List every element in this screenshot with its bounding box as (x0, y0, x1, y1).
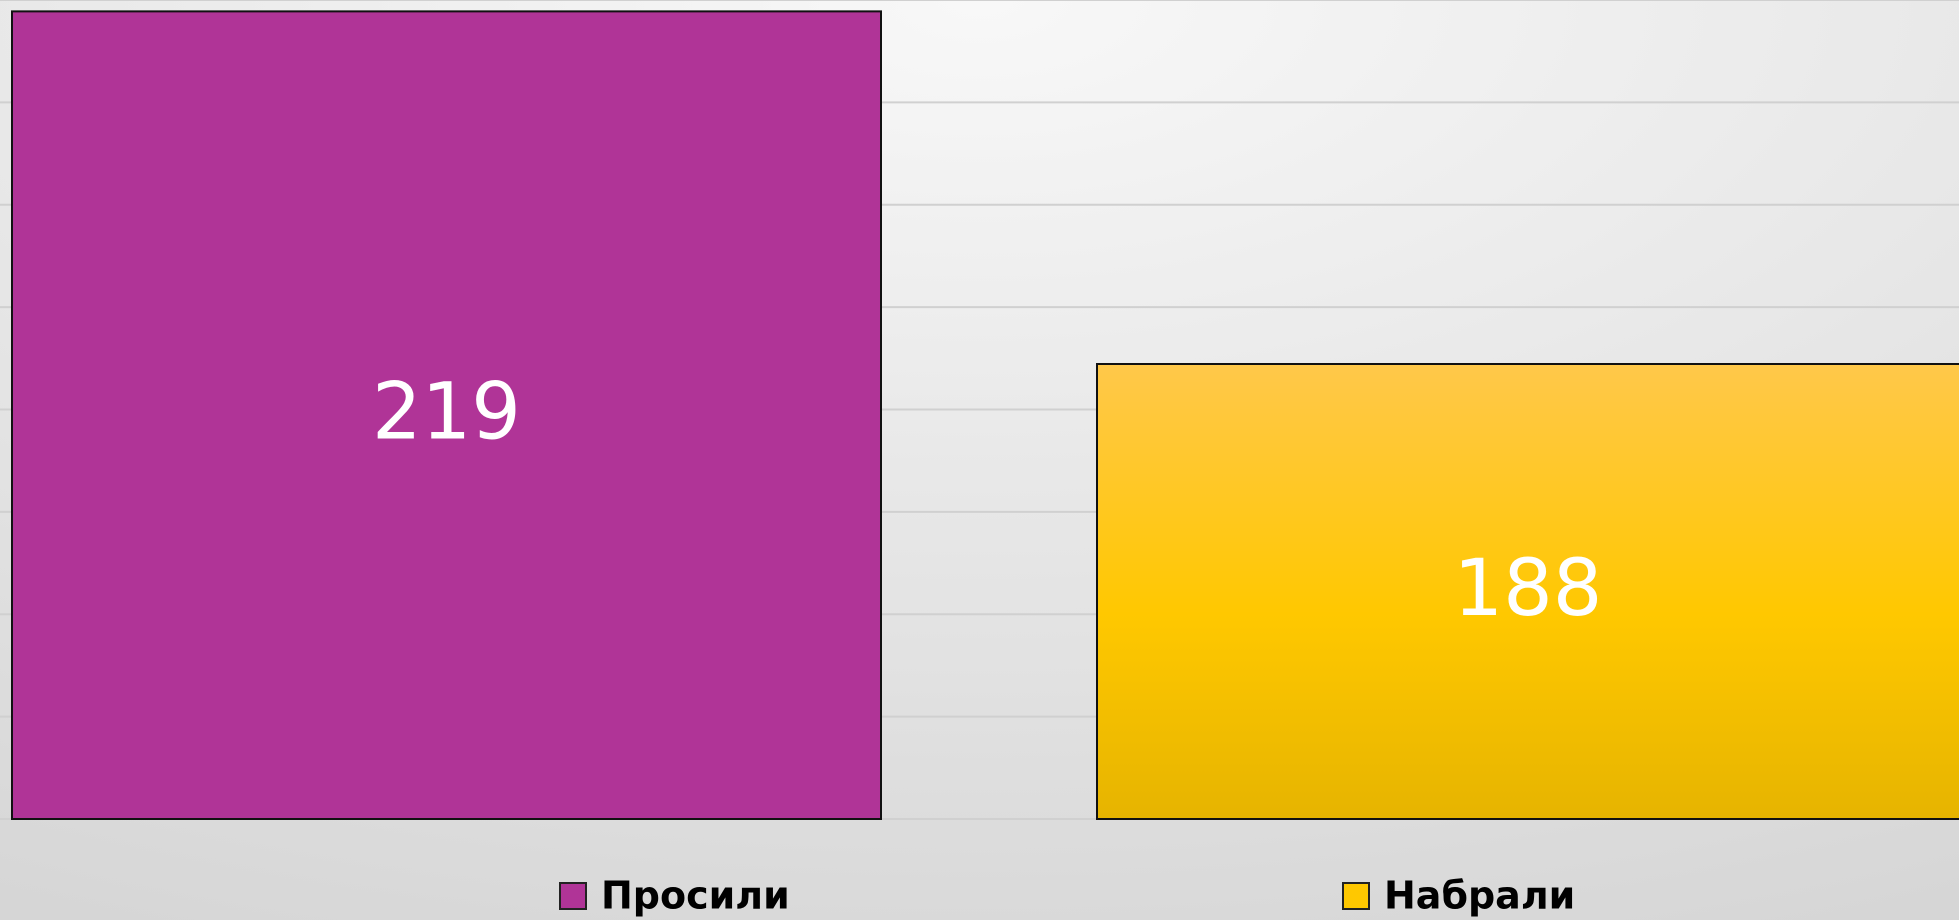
data-label: 188 (1454, 544, 1603, 634)
bar (11, 10, 882, 820)
legend-swatch (559, 882, 587, 910)
data-label: 219 (372, 368, 521, 458)
legend-swatch (1342, 882, 1370, 910)
legend-label: Набрали (1384, 874, 1575, 918)
bar (1096, 363, 1959, 820)
legend-label: Просили (601, 874, 790, 918)
